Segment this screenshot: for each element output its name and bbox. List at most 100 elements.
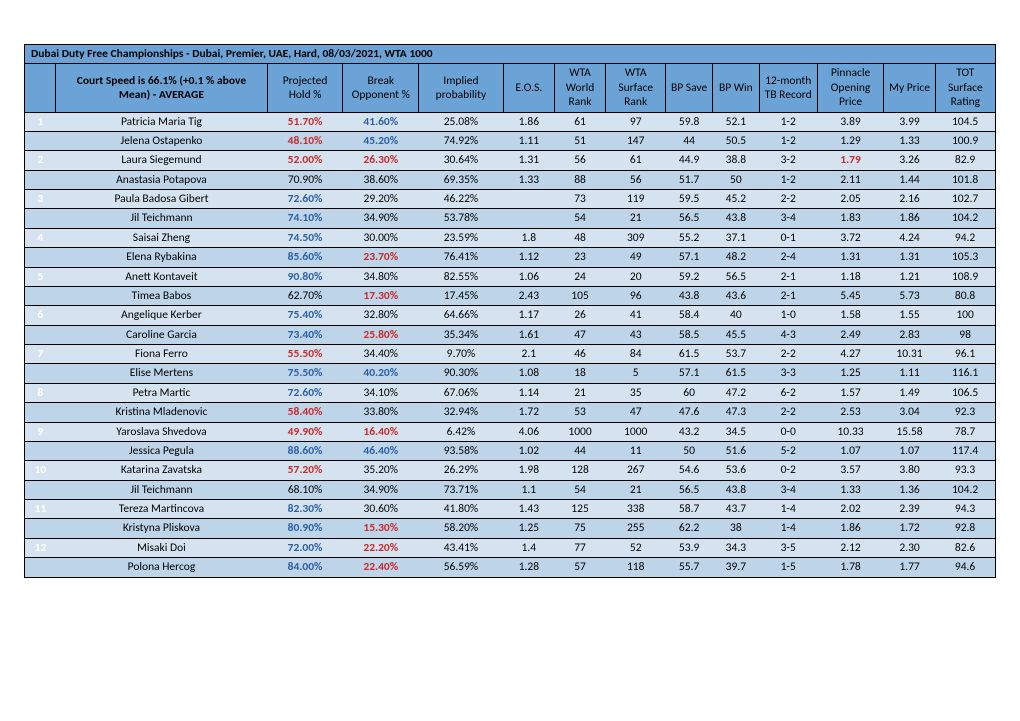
cell-tb: 1-2 <box>759 112 817 131</box>
cell-ph: 74.50% <box>267 228 343 247</box>
cell-bps: 55.7 <box>666 558 713 577</box>
player-name: Tereza Martincova <box>56 500 268 519</box>
cell-pop: 2.11 <box>817 170 884 189</box>
table-row: Polona Hercog84.00%22.40%56.59%1.2857118… <box>25 558 996 577</box>
page: Dubai Duty Free Championships - Dubai, P… <box>0 0 1020 721</box>
cell-bpw: 43.7 <box>713 500 760 519</box>
cell-tot: 94.6 <box>935 558 995 577</box>
cell-pop: 1.31 <box>817 248 884 267</box>
match-number-spacer <box>25 364 56 383</box>
player-name: Petra Martic <box>56 383 268 402</box>
cell-bpw: 45.2 <box>713 190 760 209</box>
cell-bps: 43.2 <box>666 422 713 441</box>
cell-eos: 1.08 <box>503 364 554 383</box>
cell-tot: 96.1 <box>935 345 995 364</box>
cell-ip: 30.64% <box>419 151 504 170</box>
cell-ip: 56.59% <box>419 558 504 577</box>
match-number: 10 <box>25 461 56 480</box>
cell-wr: 56 <box>554 151 605 170</box>
match-number: 11 <box>25 500 56 519</box>
cell-ip: 53.78% <box>419 209 504 228</box>
cell-sr: 255 <box>606 519 666 538</box>
cell-mp: 2.16 <box>884 190 935 209</box>
player-name: Anett Kontaveit <box>56 267 268 286</box>
cell-ph: 74.10% <box>267 209 343 228</box>
cell-ph: 72.60% <box>267 190 343 209</box>
cell-bps: 58.7 <box>666 500 713 519</box>
cell-ph: 58.40% <box>267 403 343 422</box>
cell-sr: 43 <box>606 325 666 344</box>
table-row: Timea Babos62.70%17.30%17.45%2.431059643… <box>25 286 996 305</box>
cell-bo: 34.90% <box>343 480 419 499</box>
cell-tot: 104.5 <box>935 112 995 131</box>
cell-tb: 2-2 <box>759 403 817 422</box>
match-number: 2 <box>25 151 56 170</box>
cell-sr: 56 <box>606 170 666 189</box>
hdr-bps: BP Save <box>666 64 713 112</box>
cell-wr: 53 <box>554 403 605 422</box>
cell-tot: 78.7 <box>935 422 995 441</box>
cell-ph: 80.90% <box>267 519 343 538</box>
cell-pop: 1.25 <box>817 364 884 383</box>
cell-bps: 57.1 <box>666 248 713 267</box>
cell-ip: 90.30% <box>419 364 504 383</box>
player-name: Timea Babos <box>56 286 268 305</box>
player-name: Anastasia Potapova <box>56 170 268 189</box>
cell-mp: 1.07 <box>884 441 935 460</box>
cell-mp: 4.24 <box>884 228 935 247</box>
match-number-spacer <box>25 441 56 460</box>
cell-tb: 3-2 <box>759 151 817 170</box>
cell-bpw: 45.5 <box>713 325 760 344</box>
cell-pop: 2.53 <box>817 403 884 422</box>
cell-mp: 10.31 <box>884 345 935 364</box>
cell-bps: 50 <box>666 441 713 460</box>
cell-sr: 267 <box>606 461 666 480</box>
player-name: Polona Hercog <box>56 558 268 577</box>
hdr-eos: E.O.S. <box>503 64 554 112</box>
cell-tot: 100.9 <box>935 131 995 150</box>
cell-bo: 30.60% <box>343 500 419 519</box>
cell-mp: 1.44 <box>884 170 935 189</box>
table-row: Elena Rybakina85.60%23.70%76.41%1.122349… <box>25 248 996 267</box>
cell-bps: 43.8 <box>666 286 713 305</box>
cell-bps: 44.9 <box>666 151 713 170</box>
cell-pop: 1.57 <box>817 383 884 402</box>
cell-tb: 1-5 <box>759 558 817 577</box>
cell-mp: 1.33 <box>884 131 935 150</box>
player-name: Laura Siegemund <box>56 151 268 170</box>
match-number-spacer <box>25 209 56 228</box>
cell-pop: 4.27 <box>817 345 884 364</box>
cell-pop: 3.72 <box>817 228 884 247</box>
table-row: 1Patricia Maria Tig51.70%41.60%25.08%1.8… <box>25 112 996 131</box>
player-name: Kristyna Pliskova <box>56 519 268 538</box>
cell-tot: 82.9 <box>935 151 995 170</box>
cell-bps: 47.6 <box>666 403 713 422</box>
cell-ph: 75.50% <box>267 364 343 383</box>
cell-ph: 62.70% <box>267 286 343 305</box>
cell-tot: 92.3 <box>935 403 995 422</box>
cell-bpw: 48.2 <box>713 248 760 267</box>
cell-pop: 1.07 <box>817 441 884 460</box>
cell-tb: 6-2 <box>759 383 817 402</box>
cell-tot: 106.5 <box>935 383 995 402</box>
cell-tb: 1-4 <box>759 500 817 519</box>
match-number-spacer <box>25 403 56 422</box>
cell-mp: 1.72 <box>884 519 935 538</box>
cell-bpw: 47.2 <box>713 383 760 402</box>
cell-ip: 23.59% <box>419 228 504 247</box>
cell-ph: 84.00% <box>267 558 343 577</box>
cell-bpw: 34.5 <box>713 422 760 441</box>
cell-bpw: 34.3 <box>713 538 760 557</box>
cell-ip: 32.94% <box>419 403 504 422</box>
cell-wr: 48 <box>554 228 605 247</box>
table-row: 5Anett Kontaveit90.80%34.80%82.55%1.0624… <box>25 267 996 286</box>
cell-tot: 104.2 <box>935 209 995 228</box>
cell-ip: 43.41% <box>419 538 504 557</box>
hdr-num <box>25 64 56 112</box>
cell-ph: 70.90% <box>267 170 343 189</box>
cell-bo: 40.20% <box>343 364 419 383</box>
cell-tb: 3-5 <box>759 538 817 557</box>
cell-tb: 2-1 <box>759 286 817 305</box>
player-name: Misaki Doi <box>56 538 268 557</box>
cell-sr: 21 <box>606 209 666 228</box>
